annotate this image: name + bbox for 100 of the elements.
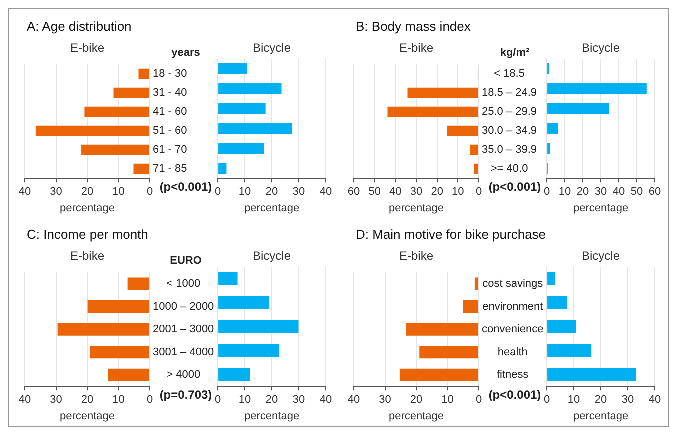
bar <box>84 106 150 118</box>
x-axis-title: percentage <box>60 410 116 422</box>
bar <box>82 144 150 156</box>
x-tick-label: 20 <box>81 186 94 198</box>
bar <box>470 144 478 156</box>
chart-subtitle: E-bike <box>398 249 434 263</box>
y-tick-label: 30.0 – 34.9 <box>482 125 538 138</box>
y-tick-label: 1000 – 2000 <box>153 300 214 313</box>
bar <box>218 296 270 310</box>
x-tick-label: 20 <box>410 394 423 406</box>
bar <box>408 88 478 98</box>
bar <box>420 346 478 359</box>
bar <box>548 143 550 154</box>
x-tick-label: 0 <box>476 186 482 198</box>
x-tick-label: 10 <box>442 394 454 406</box>
y-tick-label: cost savings <box>482 278 544 290</box>
x-tick-label: 20 <box>266 186 278 198</box>
x-tick-label: 0 <box>544 186 550 198</box>
x-tick-label: 60 <box>348 186 360 198</box>
y-tick-label: environment <box>482 300 544 313</box>
x-tick-label: 30 <box>594 186 608 198</box>
chart-subtitle: Bicycle <box>580 41 621 55</box>
x-tick-label: 30 <box>292 394 306 406</box>
chart-title: B: Body mass index <box>356 19 471 34</box>
bar <box>388 106 478 118</box>
y-tick-label: 3001 – 4000 <box>153 346 214 358</box>
x-tick-label: 0 <box>544 394 550 406</box>
bar <box>138 68 150 80</box>
bar <box>114 88 150 98</box>
x-tick-label: 30 <box>50 394 62 406</box>
x-tick-label: 50 <box>630 186 644 198</box>
x-tick-label: 40 <box>18 394 32 406</box>
y-tick-label: 2001 – 3000 <box>153 324 214 336</box>
bar <box>134 164 150 174</box>
x-tick-label: 10 <box>238 394 252 406</box>
x-tick-label: 0 <box>146 394 154 406</box>
bar <box>474 164 478 174</box>
x-axis-title: percentage <box>244 202 300 214</box>
x-tick-label: 40 <box>648 394 662 406</box>
bar <box>406 323 478 336</box>
x-tick-label: 30 <box>622 394 634 406</box>
x-tick-label: 10 <box>238 186 252 198</box>
bar <box>90 346 150 359</box>
bar <box>548 296 568 310</box>
bar <box>548 344 592 358</box>
chart-subtitle: Bicycle <box>580 249 621 263</box>
x-tick-label: 40 <box>612 186 626 198</box>
bar <box>218 123 293 134</box>
chart-subtitle: Bicycle <box>252 41 292 55</box>
x-tick-label: 40 <box>320 186 332 198</box>
bar <box>218 143 264 154</box>
x-tick-label: 0 <box>476 394 482 406</box>
bar <box>128 278 150 290</box>
x-tick-label: 20 <box>431 186 444 198</box>
y-tick-label: 18.5 – 24.9 <box>482 87 538 100</box>
text: (p=0.703) <box>160 388 212 402</box>
y-tick-label: < 1000 <box>166 278 201 290</box>
x-tick-label: 10 <box>558 186 572 198</box>
chart-subtitle: E-bike <box>69 249 106 263</box>
y-tick-label: 41 - 60 <box>153 106 188 118</box>
x-tick-label: 20 <box>266 394 278 406</box>
y-tick-label: convenience <box>482 324 544 336</box>
y-tick-label: fitness <box>496 369 530 382</box>
y-tick-label: 61 - 70 <box>153 144 188 156</box>
x-tick-label: 40 <box>390 186 402 198</box>
y-tick-label: 25.0 – 29.9 <box>482 106 538 118</box>
y-tick-label: < 18.5 <box>494 68 525 80</box>
bar <box>218 344 280 358</box>
x-tick-label: 50 <box>368 186 381 198</box>
chart-subtitle: E-bike <box>69 41 106 55</box>
y-tick-label: health <box>498 346 528 358</box>
bar <box>447 126 478 136</box>
bar <box>548 368 636 382</box>
x-axis-title: percentage <box>574 410 629 422</box>
x-tick-label: 10 <box>112 394 125 406</box>
x-axis-title: percentage <box>388 202 444 214</box>
x-tick-label: 30 <box>292 186 306 198</box>
bar <box>548 272 556 286</box>
bar <box>548 320 576 334</box>
chart-subtitle: E-bike <box>398 41 434 55</box>
x-tick-label: 0 <box>214 394 222 406</box>
bar <box>218 163 227 174</box>
x-tick-label: 40 <box>320 394 332 406</box>
x-axis-title: percentage <box>574 202 629 214</box>
text: (p<0.001) <box>160 180 212 194</box>
bar <box>474 278 478 290</box>
x-tick-label: 20 <box>576 186 590 198</box>
x-tick-label: 40 <box>348 394 360 406</box>
bar <box>548 83 647 94</box>
bar <box>218 83 282 94</box>
x-tick-label: 0 <box>214 186 222 198</box>
chart-title: C: Income per month <box>27 227 148 242</box>
x-tick-label: 20 <box>81 394 94 406</box>
chart-title: A: Age distribution <box>27 19 132 34</box>
bar <box>218 103 266 114</box>
x-axis-title: percentage <box>244 410 300 422</box>
y-axis-title: kg/m² <box>499 47 531 59</box>
x-tick-label: 30 <box>410 186 423 198</box>
y-tick-label: 51 - 60 <box>153 125 188 138</box>
text: (p<0.001) <box>488 180 542 194</box>
